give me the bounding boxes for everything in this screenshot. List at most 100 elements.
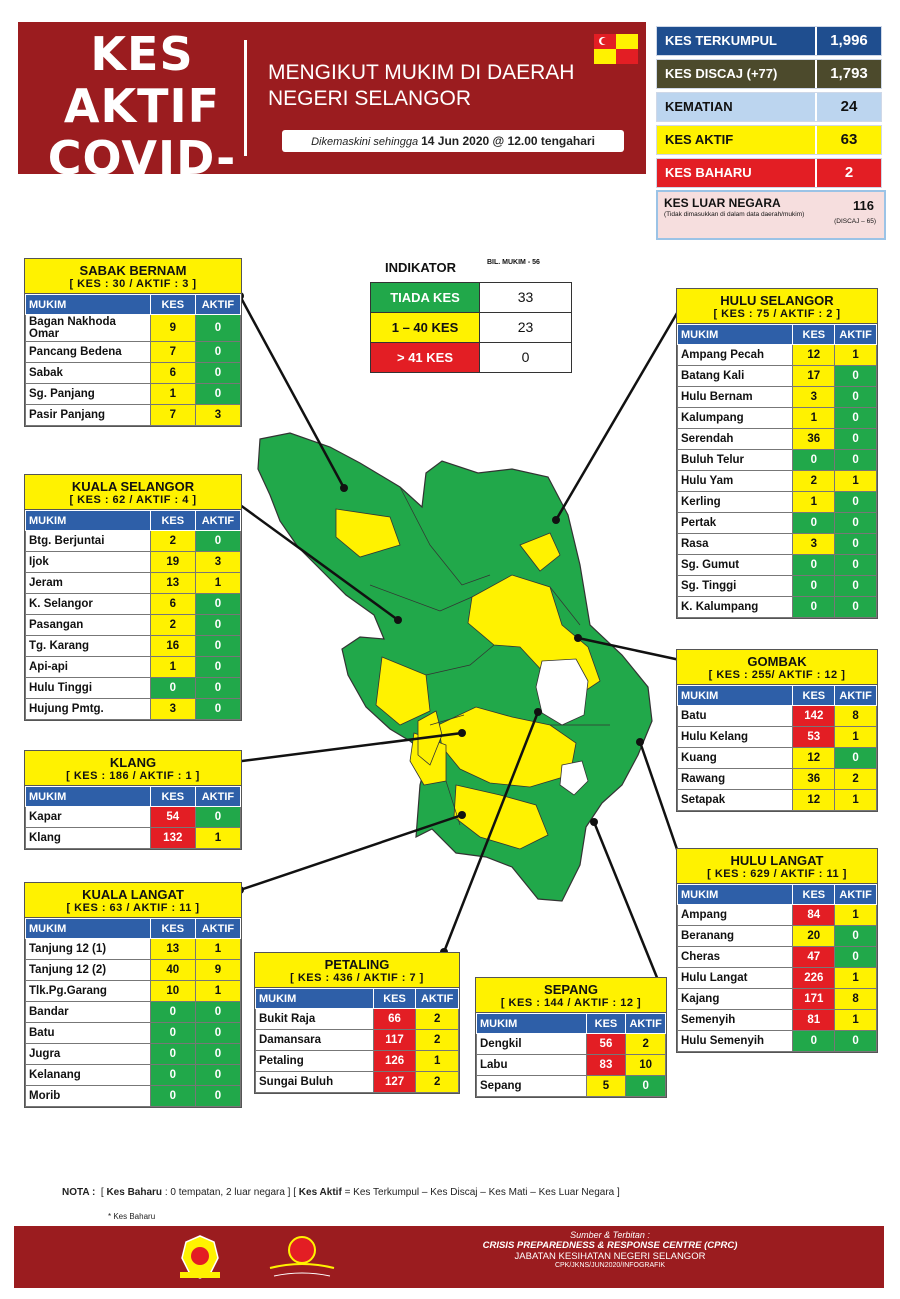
table-row: Sepang 5 0 xyxy=(476,1075,666,1097)
table-row: Kerling 1 0 xyxy=(676,491,877,513)
source-ref: CPK/JKNS/JUN2020/INFOGRAFIK xyxy=(554,1262,666,1269)
aktif-cell: 0 xyxy=(194,1064,242,1086)
mukim-name: Morib xyxy=(25,1085,151,1107)
aktif-cell: 1 xyxy=(834,904,877,926)
table-row: Bukit Raja 66 2 xyxy=(255,1008,459,1030)
table-row: K. Kalumpang 0 0 xyxy=(676,596,877,618)
table-row: Rasa 3 0 xyxy=(676,533,877,555)
mukim-name: Hulu Tinggi xyxy=(25,677,151,699)
column-header: MUKIM xyxy=(25,294,151,315)
column-header: AKTIF xyxy=(834,685,877,706)
summary-value: 1,793 xyxy=(815,60,881,88)
table-row: Damansara 117 2 xyxy=(255,1029,459,1051)
nota-text: NOTA : [ Kes Baharu : 0 tempatan, 2 luar… xyxy=(62,1187,620,1198)
luar-value: 116 xyxy=(853,198,874,213)
kes-cell: 0 xyxy=(792,596,836,618)
table-row: Bandar 0 0 xyxy=(25,1001,242,1023)
column-header: KES xyxy=(585,1013,627,1034)
mukim-name: Hulu Langat xyxy=(676,967,794,989)
district-summary: [ KES : 255/ AKTIF : 12 ] xyxy=(708,669,846,681)
district-table: MUKIM KES AKTIF Kapar 54 0 Klang 132 1 xyxy=(25,786,242,849)
district-box-sabak-bernam: SABAK BERNAM[ KES : 30 / AKTIF : 3 ] MUKI… xyxy=(24,258,242,427)
district-summary: [ KES : 629 / AKTIF : 11 ] xyxy=(707,868,847,880)
column-header: AKTIF xyxy=(834,324,877,345)
summary-row: KEMATIAN 24 xyxy=(656,92,882,122)
mukim-name: Kuang xyxy=(676,747,794,769)
aktif-cell: 0 xyxy=(194,383,242,405)
aktif-cell: 1 xyxy=(194,980,242,1002)
aktif-cell: 1 xyxy=(834,726,877,748)
mukim-name: Ampang xyxy=(676,904,794,926)
mukim-name: Labu xyxy=(476,1054,587,1076)
kes-cell: 0 xyxy=(149,1085,196,1107)
district-table: MUKIM KES AKTIF Btg. Berjuntai 2 0 Ijok 19 3 Jera… xyxy=(25,510,242,720)
kes-cell: 19 xyxy=(149,551,196,573)
luar-note: (Tidak dimasukkan di dalam data daerah/m… xyxy=(664,211,805,218)
table-row: Hulu Semenyih 0 0 xyxy=(676,1030,877,1052)
table-row: Tlk.Pg.Garang 10 1 xyxy=(25,980,242,1002)
mukim-name: Tanjung 12 (2) xyxy=(25,959,151,981)
district-box-gombak: GOMBAK[ KES : 255/ AKTIF : 12 ] MUKIM KES A… xyxy=(676,649,878,812)
kes-cell: 54 xyxy=(149,806,196,828)
kes-cell: 12 xyxy=(792,789,836,811)
mukim-name: Bagan Nakhoda Omar xyxy=(25,314,151,342)
district-table: MUKIM KES AKTIF Batu 142 8 Hulu Kelang 53 1 Kuang… xyxy=(676,685,877,811)
map-white-kl xyxy=(535,658,589,726)
district-summary: [ KES : 144 / AKTIF : 12 ] xyxy=(500,997,642,1009)
mukim-name: Batang Kali xyxy=(676,365,794,387)
mukim-name: Pancang Bedena xyxy=(25,341,151,363)
aktif-cell: 0 xyxy=(834,925,877,947)
aktif-cell: 0 xyxy=(194,1085,242,1107)
kes-cell: 81 xyxy=(792,1009,836,1031)
mukim-name: Sg. Gumut xyxy=(676,554,794,576)
kes-cell: 0 xyxy=(149,677,196,699)
aktif-cell: 3 xyxy=(194,404,242,426)
aktif-cell: 0 xyxy=(834,491,877,513)
kes-cell: 1 xyxy=(792,491,836,513)
kes-cell: 0 xyxy=(792,554,836,576)
aktif-cell: 0 xyxy=(194,698,242,720)
kes-cell: 9 xyxy=(149,314,196,342)
aktif-cell: 0 xyxy=(194,656,242,678)
kes-cell: 10 xyxy=(149,980,196,1002)
aktif-cell: 0 xyxy=(834,946,877,968)
district-header: HULU LANGAT[ KES : 629 / AKTIF : 11 ] xyxy=(677,849,877,884)
kes-cell: 36 xyxy=(792,428,836,450)
district-header: GOMBAK[ KES : 255/ AKTIF : 12 ] xyxy=(677,650,877,685)
aktif-cell: 1 xyxy=(194,572,242,594)
district-table: MUKIM KES AKTIF Bukit Raja 66 2 Damansara 117 2 P… xyxy=(255,988,459,1093)
kes-cell: 84 xyxy=(792,904,836,926)
table-row: Tanjung 12 (1) 13 1 xyxy=(25,938,242,960)
updated-date: 14 Jun 2020 @ 12.00 tengahari xyxy=(421,134,595,148)
kes-cell: 0 xyxy=(149,1001,196,1023)
map-yellow-kualaselangor xyxy=(375,656,431,726)
selangor-map xyxy=(257,432,653,902)
summary-row: KES BAHARU 2 xyxy=(656,158,882,188)
mukim-name: Kapar xyxy=(25,806,151,828)
table-row: Labu 83 10 xyxy=(476,1054,666,1076)
mukim-name: Sg. Panjang xyxy=(25,383,151,405)
indicator-bil-mukim: BIL. MUKIM - 56 xyxy=(487,259,540,266)
aktif-cell: 1 xyxy=(194,938,242,960)
mukim-name: Buluh Telur xyxy=(676,449,794,471)
table-row: Jugra 0 0 xyxy=(25,1043,242,1065)
mukim-name: Cheras xyxy=(676,946,794,968)
kes-cell: 7 xyxy=(149,404,196,426)
column-header: KES xyxy=(792,324,836,345)
kes-cell: 142 xyxy=(792,705,836,727)
aktif-cell: 2 xyxy=(415,1029,459,1051)
table-row: Batu 142 8 xyxy=(676,705,877,727)
column-header: AKTIF xyxy=(194,510,242,531)
map-yellow-sabak xyxy=(335,508,401,558)
aktif-cell: 8 xyxy=(834,705,877,727)
column-header: MUKIM xyxy=(25,510,151,531)
table-row: Rawang 36 2 xyxy=(676,768,877,790)
summary-value: 24 xyxy=(815,93,881,121)
kes-cell: 6 xyxy=(149,362,196,384)
mukim-name: Hulu Bernam xyxy=(676,386,794,408)
mukim-name: Btg. Berjuntai xyxy=(25,530,151,552)
mukim-name: Damansara xyxy=(255,1029,374,1051)
table-row: Hujung Pmtg. 3 0 xyxy=(25,698,242,720)
mukim-name: Pertak xyxy=(676,512,794,534)
table-row: Pasangan 2 0 xyxy=(25,614,242,636)
